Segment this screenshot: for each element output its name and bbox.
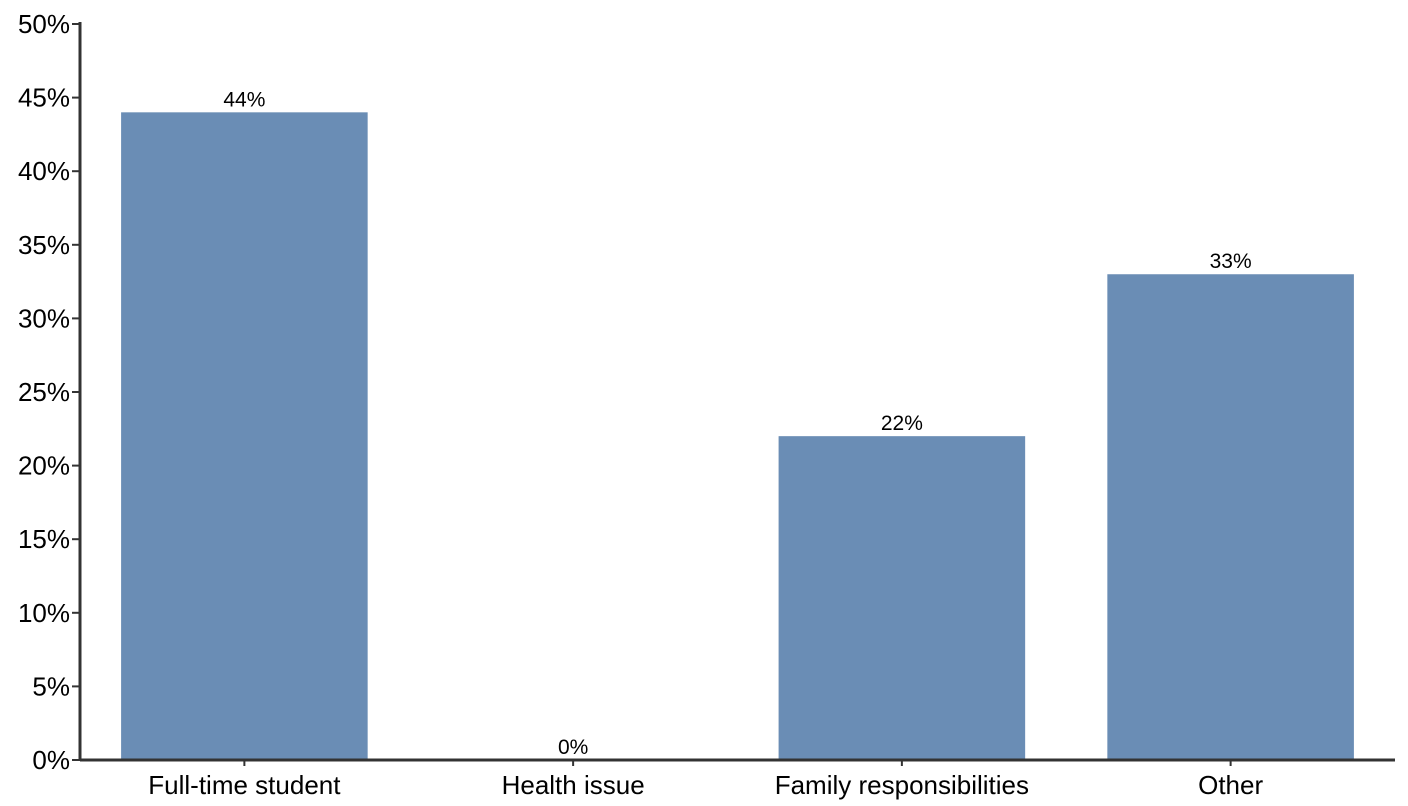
x-tick-label: Other [1198, 770, 1263, 800]
y-tick-label: 15% [18, 524, 70, 554]
data-label: 33% [1210, 250, 1252, 273]
y-tick-label: 25% [18, 377, 70, 407]
data-label: 44% [223, 88, 265, 111]
bar-family-responsibilities [778, 436, 1026, 760]
x-axis: Full-time student Health issue Family resp… [80, 758, 1395, 800]
y-tick-label: 50% [18, 9, 70, 39]
x-tick-label: Family responsibilities [775, 770, 1029, 800]
y-tick-label: 10% [18, 598, 70, 628]
y-tick-label: 0% [32, 745, 70, 775]
bar-other [1107, 274, 1354, 760]
y-tick-label: 30% [18, 303, 70, 333]
bar-full-time-student [121, 112, 368, 760]
y-axis: 0% 5% 10% 15% 20% 25% 30% 35% 40% 45% 50% [18, 9, 82, 775]
y-tick-label: 45% [18, 83, 70, 113]
x-tick-label: Health issue [502, 770, 645, 800]
bars-group [121, 112, 1354, 760]
data-labels-group: 44% 0% 22% 33% [223, 88, 1251, 759]
y-tick-label: 20% [18, 451, 70, 481]
y-tick-label: 35% [18, 230, 70, 260]
data-label: 22% [881, 412, 923, 435]
x-tick-label: Full-time student [148, 770, 341, 800]
data-label: 0% [558, 736, 588, 759]
y-tick-label: 5% [32, 671, 70, 701]
y-tick-label: 40% [18, 156, 70, 186]
